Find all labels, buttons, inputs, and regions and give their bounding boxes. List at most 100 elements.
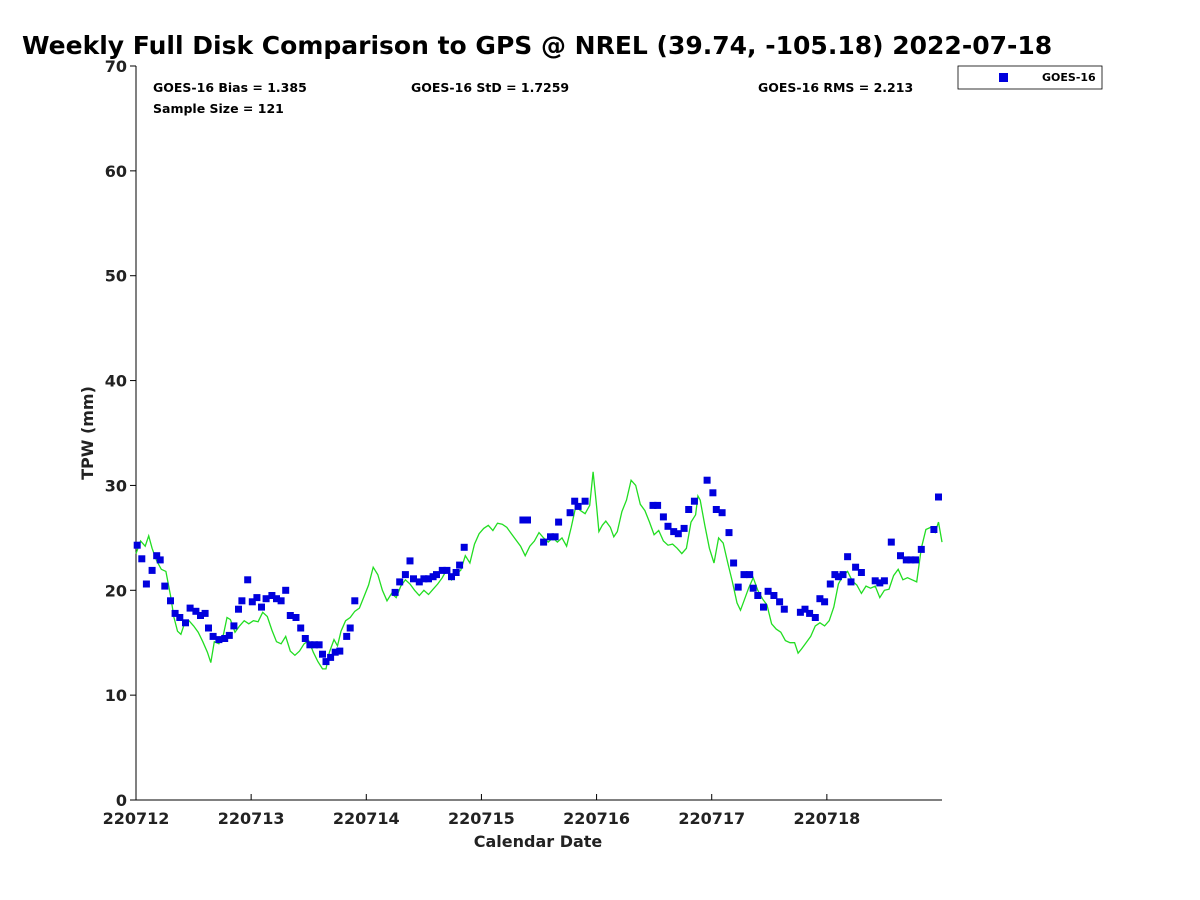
x-tick-label: 220715	[448, 809, 515, 828]
goes-16-point	[806, 609, 814, 617]
x-tick-label: 220718	[793, 809, 860, 828]
goes-16-point	[406, 557, 414, 565]
goes-16-point	[725, 529, 733, 537]
goes-16-point	[796, 608, 804, 616]
goes-16-point	[730, 559, 738, 567]
goes-16-point	[186, 604, 194, 612]
goes-16-point	[844, 553, 852, 561]
goes-16-point	[754, 592, 762, 599]
y-tick-label: 20	[105, 581, 127, 600]
goes-16-point	[351, 597, 359, 605]
goes-16-point	[319, 650, 326, 658]
goes-16-point	[834, 573, 842, 581]
goes-16-point	[816, 595, 824, 603]
goes-16-point	[161, 582, 169, 590]
goes-16-point	[420, 575, 428, 583]
stat-rms: GOES-16 RMS = 2.213	[758, 80, 913, 95]
goes-16-point	[746, 571, 754, 579]
goes-16-point	[282, 586, 290, 594]
stat-sample-size: Sample Size = 121	[153, 101, 284, 116]
goes-16-point	[415, 578, 423, 586]
goes-16-point	[897, 552, 904, 560]
y-tick-label: 10	[105, 686, 127, 705]
goes-16-point	[401, 571, 409, 579]
goes-16-point	[433, 571, 440, 579]
y-tick-label: 0	[116, 791, 127, 810]
goes-16-point	[740, 571, 748, 579]
goes-16-point	[331, 648, 339, 656]
goes-16-point	[776, 598, 784, 606]
goes-16-point	[887, 538, 895, 546]
goes-16-point	[581, 497, 589, 505]
goes-16-point	[315, 641, 323, 649]
goes-16-point	[343, 632, 351, 640]
goes-16-point	[857, 569, 865, 576]
goes-16-point	[912, 556, 919, 564]
goes-16-point	[659, 513, 667, 521]
goes-16-point	[292, 614, 300, 621]
goes-16-point	[764, 587, 772, 595]
goes-16-point	[930, 526, 938, 533]
goes-16-point	[649, 501, 657, 509]
x-tick-label: 220716	[563, 809, 630, 828]
goes-16-point	[760, 603, 767, 611]
goes-16-point	[205, 624, 212, 632]
goes-16-point	[277, 597, 285, 605]
goes-16-point	[148, 566, 156, 574]
goes-16-point	[327, 653, 335, 661]
goes-16-point	[443, 566, 451, 574]
statistics-annotations: GOES-16 Bias = 1.385 GOES-16 StD = 1.725…	[153, 80, 913, 116]
goes-16-point	[852, 563, 860, 571]
legend: GOES-16	[957, 65, 1103, 90]
goes-16-point	[336, 647, 344, 655]
goes-16-point	[907, 556, 915, 564]
goes-16-point	[902, 556, 910, 564]
goes-16-point	[391, 588, 399, 596]
goes-16-point	[540, 538, 548, 546]
goes-16-point	[574, 502, 582, 510]
goes-16-point	[566, 509, 574, 517]
legend-box	[957, 65, 1103, 90]
goes-16-point	[230, 622, 238, 630]
goes-16-point	[821, 598, 829, 606]
goes-16-point	[171, 609, 179, 617]
goes-16-point	[847, 578, 855, 586]
goes-16-point	[253, 594, 261, 602]
gps-series-line	[135, 471, 943, 670]
goes-16-point	[215, 636, 223, 644]
goes-16-point	[156, 556, 164, 564]
goes-16-point	[452, 569, 460, 576]
goes-16-point	[142, 580, 150, 588]
y-tick-label: 60	[105, 162, 127, 181]
goes-16-point	[703, 476, 711, 484]
y-tick-label: 40	[105, 372, 127, 391]
goes-16-point	[709, 489, 717, 497]
goes-16-point	[880, 577, 888, 585]
goes-16-point	[524, 516, 531, 524]
x-tick-label: 220712	[103, 809, 170, 828]
y-axis-label: TPW (mm)	[78, 386, 97, 480]
goes-16-point	[670, 528, 678, 536]
goes-16-point	[238, 597, 246, 605]
goes-16-point	[297, 624, 305, 632]
goes-16-point	[438, 566, 446, 574]
goes-16-point	[654, 501, 662, 509]
goes-16-point	[396, 578, 404, 586]
goes-16-point	[286, 612, 294, 619]
goes-16-point	[306, 641, 314, 649]
goes-16-point	[235, 605, 242, 613]
goes-16-point	[167, 597, 174, 605]
goes-16-point	[209, 632, 217, 640]
x-tick-label: 220717	[678, 809, 745, 828]
x-tick-label: 220714	[333, 809, 400, 828]
goes-16-point	[685, 506, 693, 513]
goes-16-point	[801, 605, 809, 613]
goes-16-point	[301, 635, 309, 642]
plot-frame	[135, 66, 942, 801]
goes-16-point	[176, 614, 184, 621]
goes-16-point	[917, 545, 925, 553]
goes-16-point	[153, 552, 161, 560]
goes-16-point	[690, 497, 698, 505]
goes-16-point	[248, 598, 256, 606]
goes-16-point	[244, 576, 252, 584]
